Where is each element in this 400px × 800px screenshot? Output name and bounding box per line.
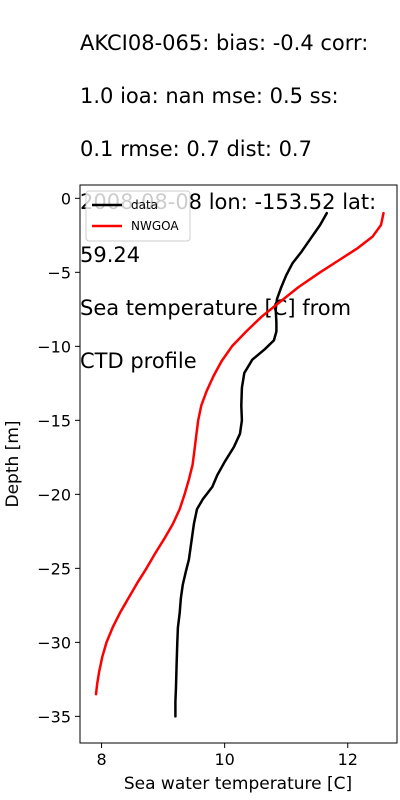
series-line-nwgoa — [94, 211, 385, 696]
legend-label-data: data — [131, 198, 158, 212]
y-tick-label: −20 — [37, 485, 71, 504]
title-line: Sea temperature [C] from — [80, 295, 352, 320]
series-layer — [94, 211, 385, 718]
legend: data NWGOA — [85, 190, 191, 242]
y-tick-label: −15 — [37, 411, 71, 430]
x-tick-label: 8 — [96, 750, 106, 769]
y-tick-label: −5 — [47, 263, 71, 282]
x-tick-label: 10 — [214, 750, 234, 769]
legend-label-nwgoa: NWGOA — [131, 219, 179, 233]
plot-frame — [79, 184, 398, 744]
x-axis-label: Sea water temperature [C] — [124, 774, 352, 794]
y-tick-label: −30 — [37, 633, 71, 652]
y-tick-label: −25 — [37, 559, 71, 578]
x-tick-label: 12 — [338, 750, 358, 769]
y-tick-label: −35 — [37, 707, 71, 726]
title-line: CTD profile — [80, 348, 197, 373]
y-axis-label: Depth [m] — [3, 420, 23, 507]
chart-title: AKCI08-065: bias: -0.4 corr: 1.0 ioa: na… — [80, 3, 398, 401]
legend-box — [85, 190, 191, 242]
title-line: 0.1 rmse: 0.7 dist: 0.7 — [80, 136, 312, 161]
ticks-layer: 8 10 12 0 −5 −10 −15 −20 −25 −30 −35 — [37, 189, 358, 769]
title-line: 1.0 ioa: nan mse: 0.5 ss: — [80, 83, 339, 108]
y-tick-label: 0 — [61, 189, 71, 208]
title-line: 59.24 — [80, 242, 141, 267]
y-tick-label: −10 — [37, 337, 71, 356]
title-line: AKCI08-065: bias: -0.4 corr: — [80, 30, 369, 55]
series-line-data — [174, 211, 329, 718]
